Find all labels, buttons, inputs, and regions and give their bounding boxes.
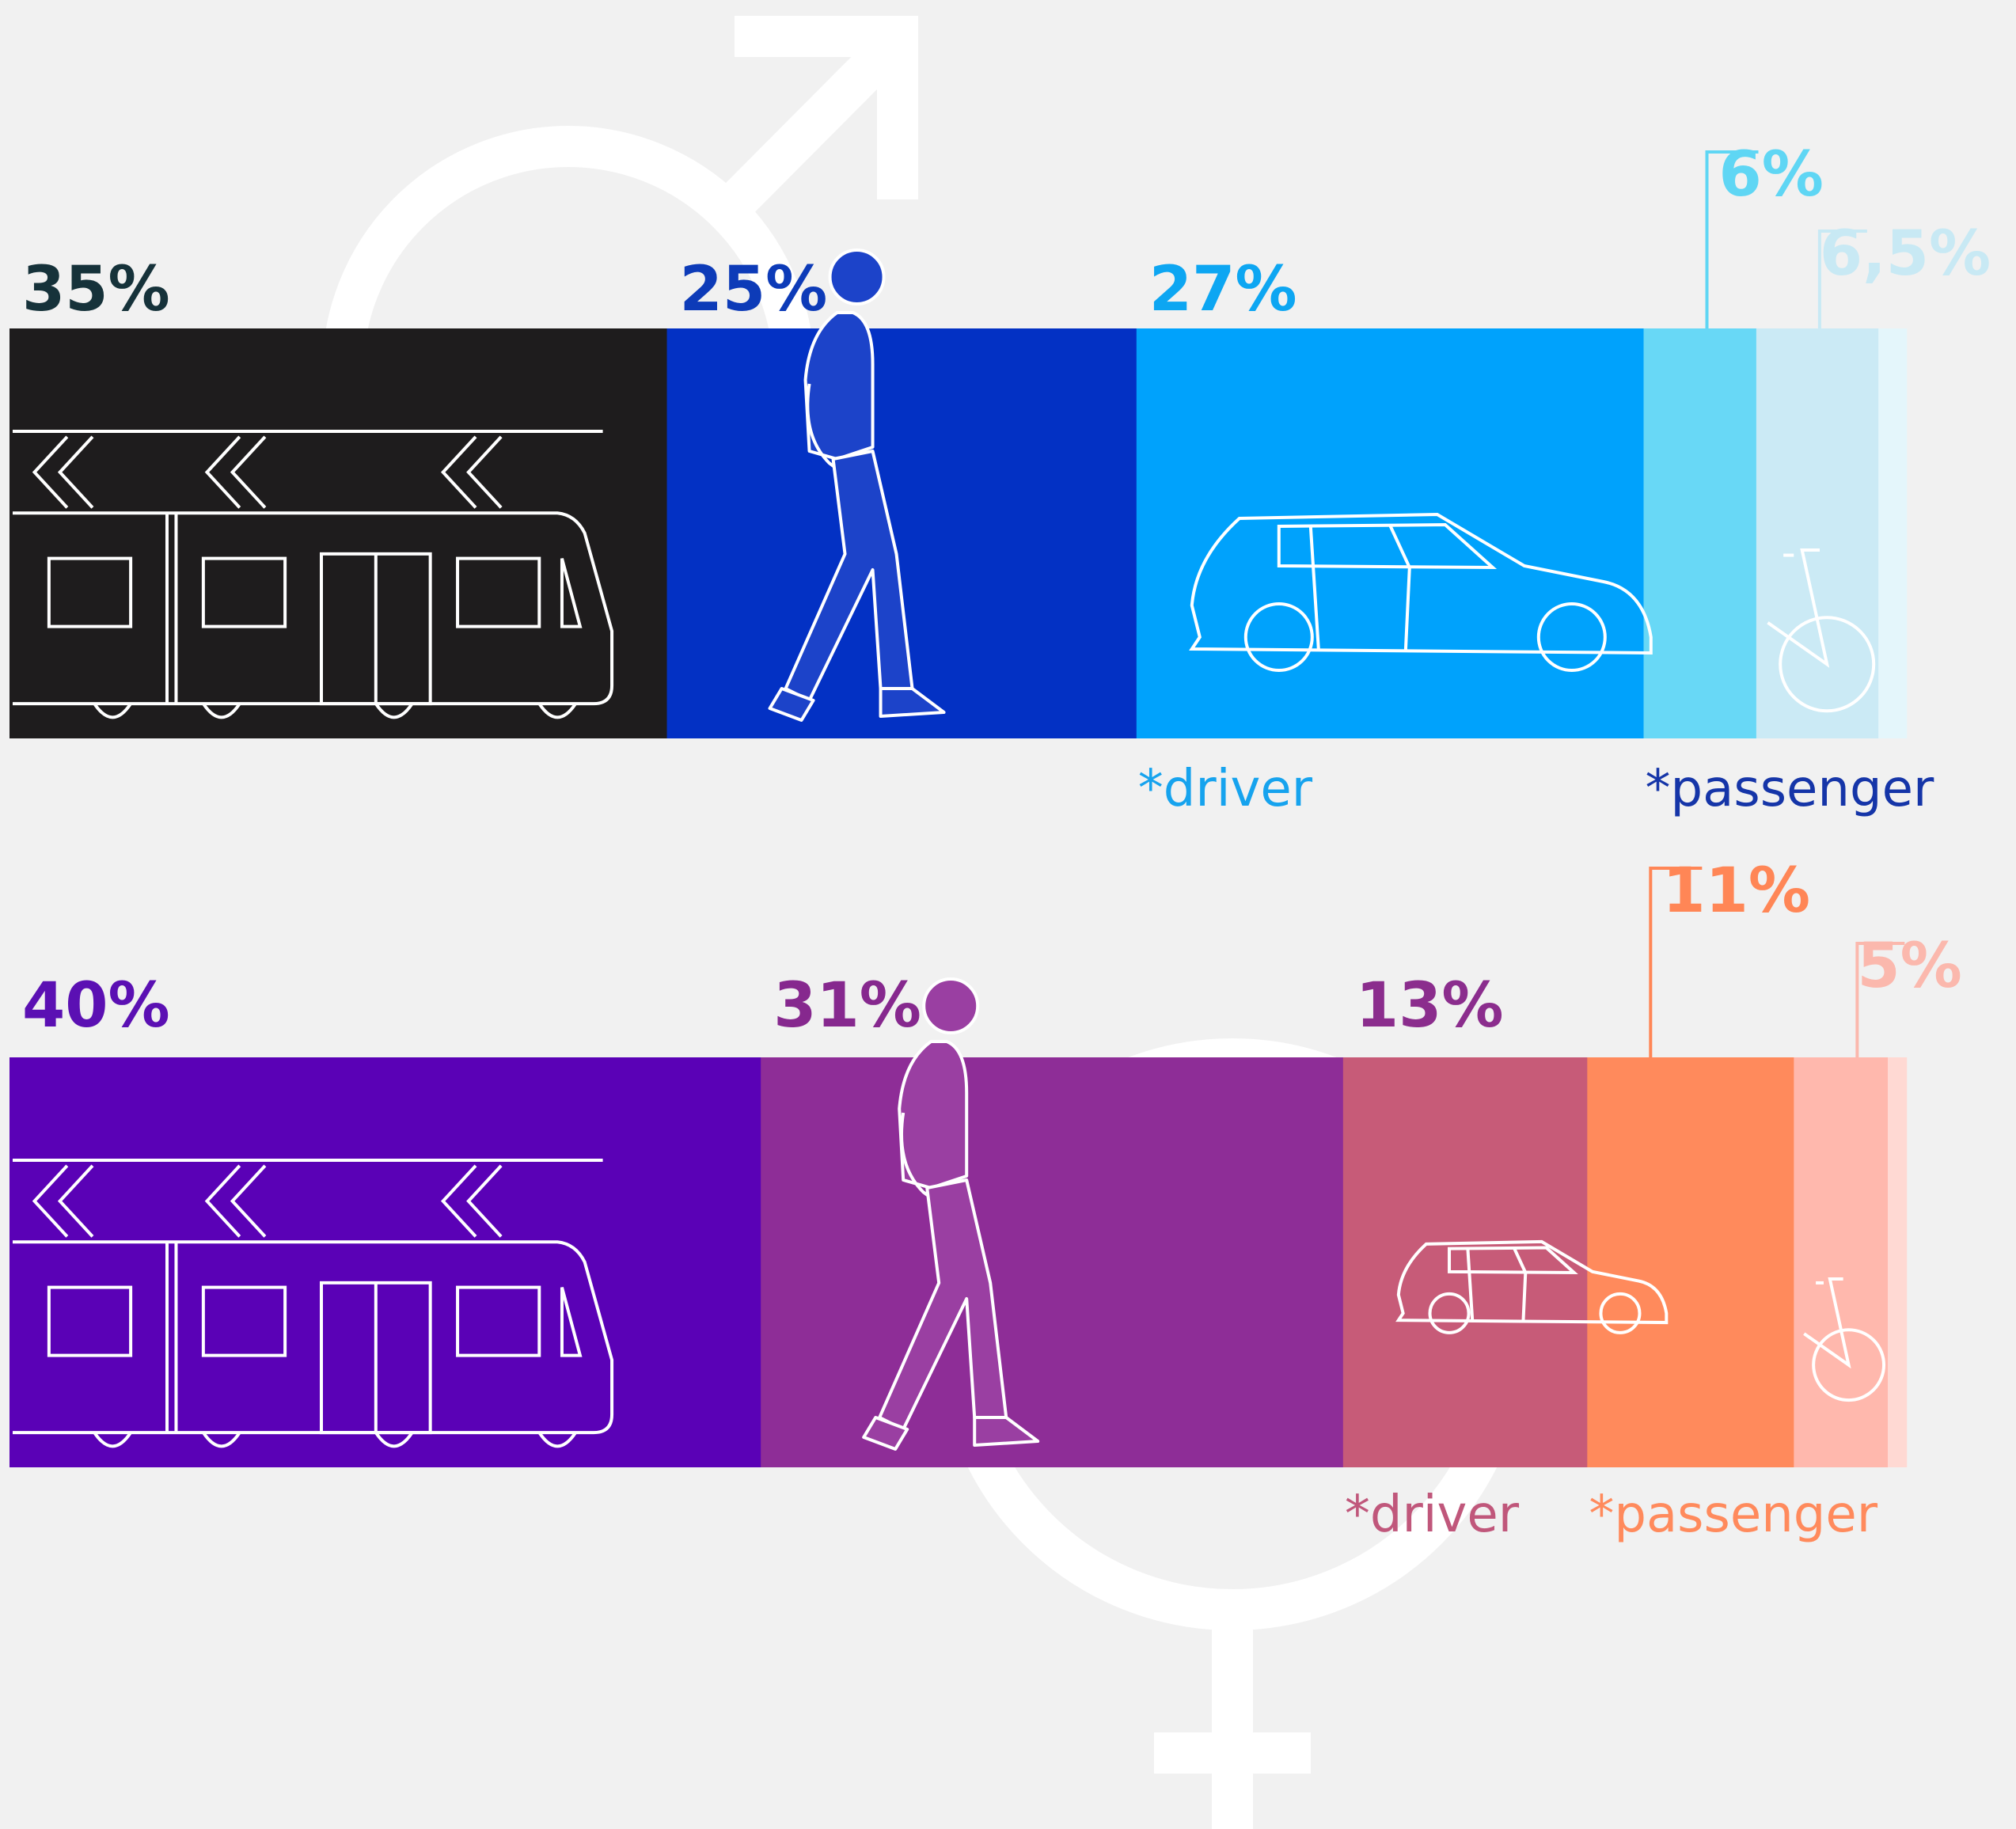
bar-segment xyxy=(1756,328,1879,738)
bar-icons xyxy=(13,977,1886,1451)
bar-women: 40% 31% 13% 11% 5% *driver *passenger xyxy=(9,856,1962,1544)
data-label: 40% xyxy=(22,970,170,1042)
walking-woman-icon xyxy=(862,977,1040,1451)
bar-segment xyxy=(1794,1057,1889,1467)
leader-line xyxy=(1649,867,1703,1057)
bar-segment xyxy=(1643,328,1757,738)
bar-segment xyxy=(1342,1057,1588,1467)
bar-segment xyxy=(9,328,668,738)
car-icon xyxy=(1189,512,1653,672)
bar-segment xyxy=(9,1057,761,1467)
bar-segment xyxy=(1888,1057,1908,1467)
background-symbols xyxy=(322,16,1528,1829)
data-label: 6% xyxy=(1719,139,1824,211)
leader-line xyxy=(1705,150,1759,328)
bar-segment xyxy=(1587,1057,1794,1467)
bar-segment xyxy=(1136,328,1645,738)
data-label: 13% xyxy=(1356,970,1504,1042)
segment-note: *passenger xyxy=(1646,760,1934,818)
data-label: 31% xyxy=(773,970,921,1042)
leader-line xyxy=(1817,230,1867,328)
segment-note: *passenger xyxy=(1589,1486,1877,1544)
data-label: 11% xyxy=(1662,856,1810,927)
data-label: 35% xyxy=(22,254,170,325)
bar-icons xyxy=(13,249,1876,722)
segment-note: *driver xyxy=(1138,760,1313,818)
bicycle-icon xyxy=(1767,548,1876,713)
data-label: 5% xyxy=(1857,931,1961,1002)
bar-men: 35% 25% 27% 6%6,5% *driver *passenger xyxy=(9,139,1991,818)
data-label: 27% xyxy=(1149,254,1297,325)
data-label: 6,5% xyxy=(1820,218,1991,290)
bicycle-icon xyxy=(1803,1277,1886,1402)
tram-icon xyxy=(13,429,614,719)
leader-line xyxy=(1855,942,1905,1057)
data-label: 25% xyxy=(680,254,828,325)
bar-segment xyxy=(1878,328,1908,738)
car-icon xyxy=(1395,1239,1669,1334)
walking-man-icon xyxy=(768,249,946,722)
tram-icon xyxy=(13,1158,614,1448)
segment-note: *driver xyxy=(1345,1486,1520,1544)
bar-segment xyxy=(761,1057,1344,1467)
